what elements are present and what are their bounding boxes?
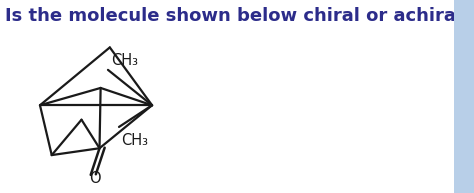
Text: CH₃: CH₃ (111, 53, 138, 68)
Text: Is the molecule shown below chiral or achiral?: Is the molecule shown below chiral or ac… (5, 7, 473, 25)
Text: O: O (89, 171, 101, 186)
Text: CH₃: CH₃ (121, 133, 148, 148)
